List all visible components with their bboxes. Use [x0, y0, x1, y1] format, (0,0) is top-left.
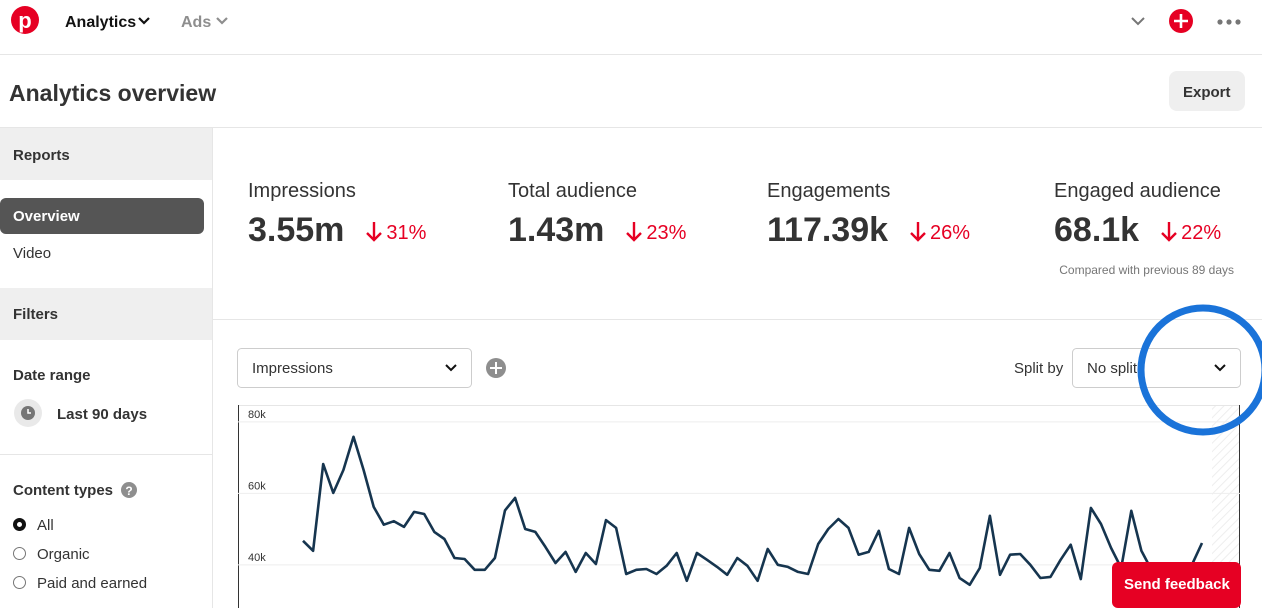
section-heading: Filters	[13, 306, 59, 323]
radio[interactable]	[13, 547, 26, 560]
metric-change: 23%	[646, 222, 687, 244]
radio[interactable]	[13, 518, 26, 531]
account-chevron[interactable]	[1131, 17, 1145, 26]
metric-label: Engaged audience	[1054, 180, 1221, 202]
metric-change: 31%	[386, 222, 427, 244]
annotation-circle	[1137, 304, 1262, 436]
help-icon[interactable]	[121, 482, 137, 498]
report-item[interactable]: Video	[13, 245, 52, 262]
down-arrow	[366, 222, 383, 242]
radio-label: Paid and earned	[37, 575, 148, 592]
plus	[490, 362, 502, 374]
metric-select[interactable]	[237, 348, 472, 388]
overview-pill[interactable]	[0, 198, 204, 234]
radio-label: All	[37, 517, 54, 534]
chevron	[138, 17, 150, 25]
reports-band	[0, 128, 212, 180]
page-title: Analytics overview	[9, 80, 217, 106]
comparison-note: Compared with previous 89 days	[1059, 263, 1234, 277]
export-button[interactable]	[1169, 71, 1245, 111]
metric-label: Impressions	[248, 180, 356, 202]
split-select[interactable]	[1072, 348, 1241, 388]
metric-label: Engagements	[767, 180, 891, 202]
split-label: Split by	[1014, 360, 1064, 377]
metric-change: 26%	[930, 222, 971, 244]
metric-value: 117.39k	[767, 211, 889, 249]
logo[interactable]	[11, 6, 39, 34]
export-label[interactable]: Export	[1183, 84, 1231, 101]
split-select-label[interactable]: No split	[1087, 360, 1138, 377]
down-arrow	[1161, 222, 1177, 242]
y-tick-label: 80k	[248, 409, 266, 421]
section-heading: Reports	[13, 147, 70, 164]
series-line	[302, 435, 1204, 587]
more-menu[interactable]	[1217, 19, 1241, 25]
date-range-value[interactable]: Last 90 days	[57, 406, 148, 423]
metric-change: 22%	[1181, 222, 1222, 244]
filter-label: Date range	[13, 367, 91, 384]
filter-label: Content types	[13, 482, 114, 499]
select-chevron	[1214, 364, 1226, 372]
logo-glyph: p	[18, 8, 31, 33]
report-item[interactable]: Overview	[13, 208, 80, 225]
radio[interactable]	[13, 576, 26, 589]
metric-value: 3.55m	[248, 211, 345, 249]
nav-item[interactable]: Analytics	[65, 14, 137, 31]
select-chevron	[445, 364, 457, 372]
y-tick-label: 40k	[248, 552, 266, 564]
metric-value: 1.43m	[508, 211, 605, 249]
metric-value: 68.1k	[1054, 211, 1140, 249]
plus	[1174, 14, 1188, 28]
chart: 40k 60k 80k	[238, 405, 1240, 608]
radio-label: Organic	[37, 546, 90, 563]
down-arrow	[626, 222, 643, 242]
chevron	[216, 17, 228, 25]
down-arrow	[910, 222, 926, 242]
help-glyph: ?	[125, 484, 132, 498]
nav-item[interactable]: Ads	[181, 14, 212, 31]
filters-band	[0, 288, 212, 340]
metric-label: Total audience	[508, 180, 637, 202]
clock-hands	[27, 409, 31, 414]
feedback-label[interactable]: Send feedback	[1124, 576, 1230, 593]
metric-select-label[interactable]: Impressions	[252, 360, 333, 377]
y-tick-label: 60k	[248, 480, 266, 492]
feedback-button[interactable]	[1112, 562, 1241, 608]
